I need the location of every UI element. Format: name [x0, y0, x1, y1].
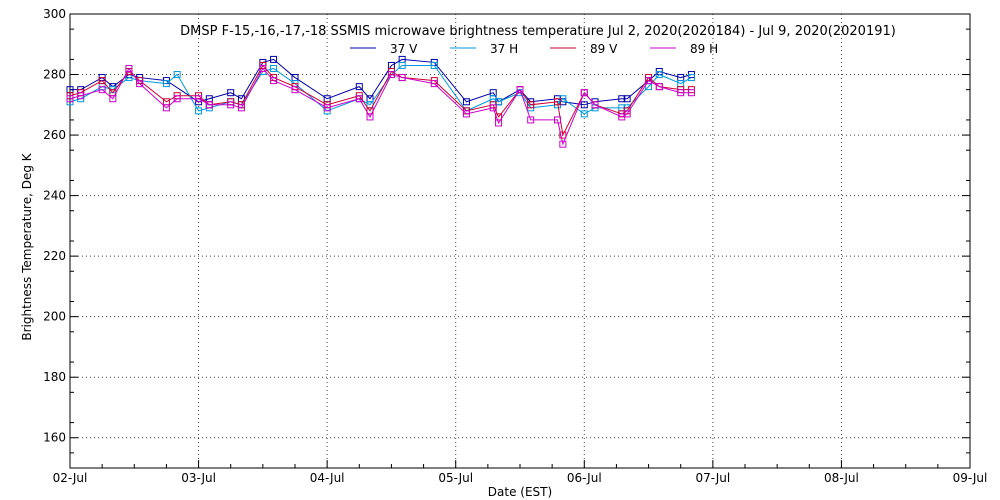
series-point — [162, 80, 170, 88]
legend-label: 37 V — [390, 42, 418, 56]
y-tick-label: 160 — [43, 431, 66, 445]
x-tick-label: 05-Jul — [438, 471, 473, 485]
series-point — [125, 64, 133, 72]
series-point — [677, 89, 685, 97]
series-point — [591, 101, 599, 109]
series-point — [355, 95, 363, 103]
series-point — [387, 71, 395, 79]
series-point — [205, 101, 213, 109]
series-line — [70, 58, 692, 106]
x-tick-label: 08-Jul — [824, 471, 859, 485]
x-tick-label: 03-Jul — [181, 471, 216, 485]
series-point — [623, 95, 631, 103]
series-point — [554, 98, 561, 106]
series-point — [259, 64, 267, 72]
y-tick-label: 300 — [43, 7, 66, 21]
y-tick-label: 260 — [43, 128, 66, 142]
series-point — [270, 64, 278, 72]
series-point — [398, 61, 406, 69]
series-point — [687, 74, 695, 82]
series-point — [687, 89, 695, 97]
series-point — [237, 104, 245, 112]
series-point — [270, 55, 278, 63]
series-point — [430, 61, 438, 69]
series-point — [462, 98, 470, 106]
series-point — [227, 101, 235, 109]
legend-label: 89 V — [590, 42, 618, 56]
series-point — [136, 80, 144, 88]
legend-label: 89 H — [690, 42, 718, 56]
series-point — [580, 110, 588, 118]
chart-title: DMSP F-15,-16,-17,-18 SSMIS microwave br… — [180, 24, 896, 39]
series-point — [430, 80, 438, 88]
y-tick-label: 240 — [43, 189, 66, 203]
x-tick-label: 09-Jul — [953, 471, 988, 485]
x-tick-label: 07-Jul — [695, 471, 730, 485]
series-89-h — [66, 64, 695, 148]
y-tick-label: 220 — [43, 249, 66, 263]
series-point — [580, 101, 588, 109]
series-point — [495, 119, 503, 127]
x-axis-title: Date (EST) — [488, 485, 552, 499]
plot-frame — [69, 13, 971, 469]
y-tick-label: 280 — [43, 68, 66, 82]
series-point — [77, 92, 85, 100]
series-point — [559, 131, 567, 139]
series-point — [623, 110, 631, 118]
series-point — [489, 104, 497, 112]
y-axis-title: Brightness Temperature, Deg K — [20, 152, 34, 340]
legend-label: 37 H — [490, 42, 518, 56]
series-line — [69, 67, 692, 146]
series-point — [227, 89, 235, 97]
y-tick-label: 200 — [43, 310, 66, 324]
series-point — [655, 83, 663, 91]
series-point — [98, 86, 106, 94]
x-tick-label: 06-Jul — [567, 471, 602, 485]
series-point — [291, 86, 299, 94]
series-point — [355, 83, 363, 91]
series-point — [366, 113, 374, 121]
series-point — [173, 71, 181, 79]
series-point — [554, 116, 561, 124]
series-point — [580, 89, 588, 97]
series-point — [645, 77, 653, 85]
x-tick-label: 02-Jul — [53, 471, 88, 485]
series-point — [618, 95, 626, 103]
series-point — [527, 101, 535, 109]
series-point — [195, 107, 203, 115]
series-point — [323, 104, 331, 112]
x-tick-label: 04-Jul — [310, 471, 345, 485]
series-point — [270, 77, 278, 85]
series-point — [162, 104, 170, 112]
legend-layer: 37 V 37 H 89 V 89 H — [350, 42, 718, 56]
series-point — [98, 77, 106, 85]
grid-layer — [70, 14, 970, 468]
series-point — [109, 95, 117, 103]
series-89-v — [66, 61, 695, 139]
series-line — [69, 64, 692, 115]
series-point — [195, 95, 203, 103]
series-point — [527, 116, 535, 124]
series-layer — [66, 55, 695, 148]
series-point — [655, 71, 663, 79]
series-37-h — [66, 61, 695, 118]
series-point — [398, 74, 406, 82]
series-point — [173, 95, 181, 103]
series-point — [462, 110, 470, 118]
series-point — [559, 140, 567, 148]
series-point — [66, 95, 74, 103]
series-point — [516, 86, 524, 94]
series-37-v — [66, 55, 695, 109]
y-tick-label: 180 — [43, 370, 66, 384]
axes-layer: 160 180 200 220 240 260 280 300 02-Jul 03-Jul 04-J… — [43, 7, 987, 485]
